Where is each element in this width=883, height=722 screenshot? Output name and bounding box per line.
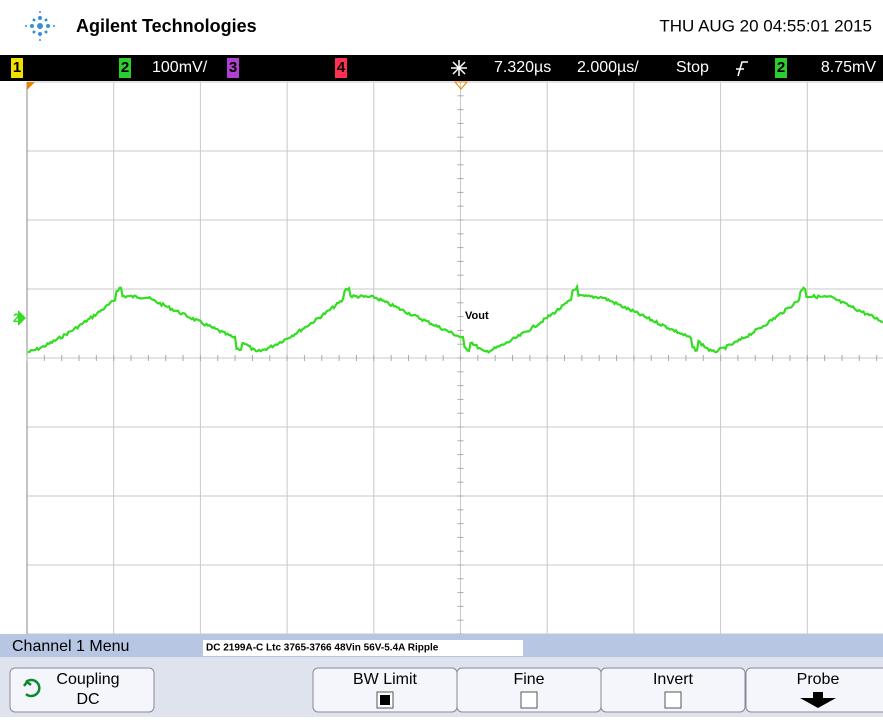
ch2-scale: 100mV/ [152, 59, 208, 76]
softkey[interactable] [745, 667, 883, 713]
ch3: 3 [229, 59, 237, 76]
graticule [26, 81, 883, 635]
delay: 7.320µs [494, 59, 551, 76]
delay-marker [453, 81, 469, 90]
trigger-pos-marker [27, 82, 35, 90]
ch3-badge [227, 58, 239, 78]
ch2-badge [119, 58, 131, 78]
ch1: 1 [13, 59, 21, 76]
ch4-badge [335, 58, 347, 78]
softkey[interactable] [9, 667, 155, 713]
checkbox [520, 691, 538, 709]
checkbox-mark [380, 695, 390, 705]
brand: Agilent Technologies [76, 16, 257, 36]
softkey-value: DC [76, 691, 99, 708]
ch2-ground-marker [18, 310, 26, 326]
checkbox [664, 691, 682, 709]
datetime: THU AUG 20 04:55:01 2015 [659, 16, 872, 35]
channel-marker: 2 [13, 311, 20, 325]
ch2: 2 [121, 59, 129, 76]
trig-src-badge [775, 58, 787, 78]
softkey-label: Probe [797, 671, 840, 688]
trigger-level: 8.75mV [821, 59, 876, 76]
cycle-icon [23, 678, 41, 698]
trigger-source: 2 [777, 59, 785, 76]
softkey-label: Coupling [56, 671, 119, 688]
ch1-badge [11, 58, 23, 78]
menu-title: Channel 1 Menu [12, 638, 129, 655]
softkey-label: Invert [653, 671, 694, 688]
trace-label: Vout [465, 310, 489, 322]
status-bar [0, 55, 883, 81]
run-state: Stop [676, 59, 709, 76]
softkey-label: Fine [513, 671, 544, 688]
header [0, 0, 883, 52]
softkey-label: BW Limit [353, 671, 418, 688]
arrow-icon [800, 692, 836, 708]
trigger-icon [736, 61, 748, 77]
timebase: 2.000µs/ [577, 59, 639, 76]
menu-note: DC 2199A-C Ltc 3765-3766 48Vin 56V-5.4A … [206, 643, 439, 654]
delay-icon [451, 60, 467, 76]
logo [25, 11, 55, 41]
note-box [203, 640, 523, 656]
softkey[interactable] [600, 667, 746, 713]
ch4: 4 [337, 59, 346, 76]
waveform [27, 283, 883, 354]
